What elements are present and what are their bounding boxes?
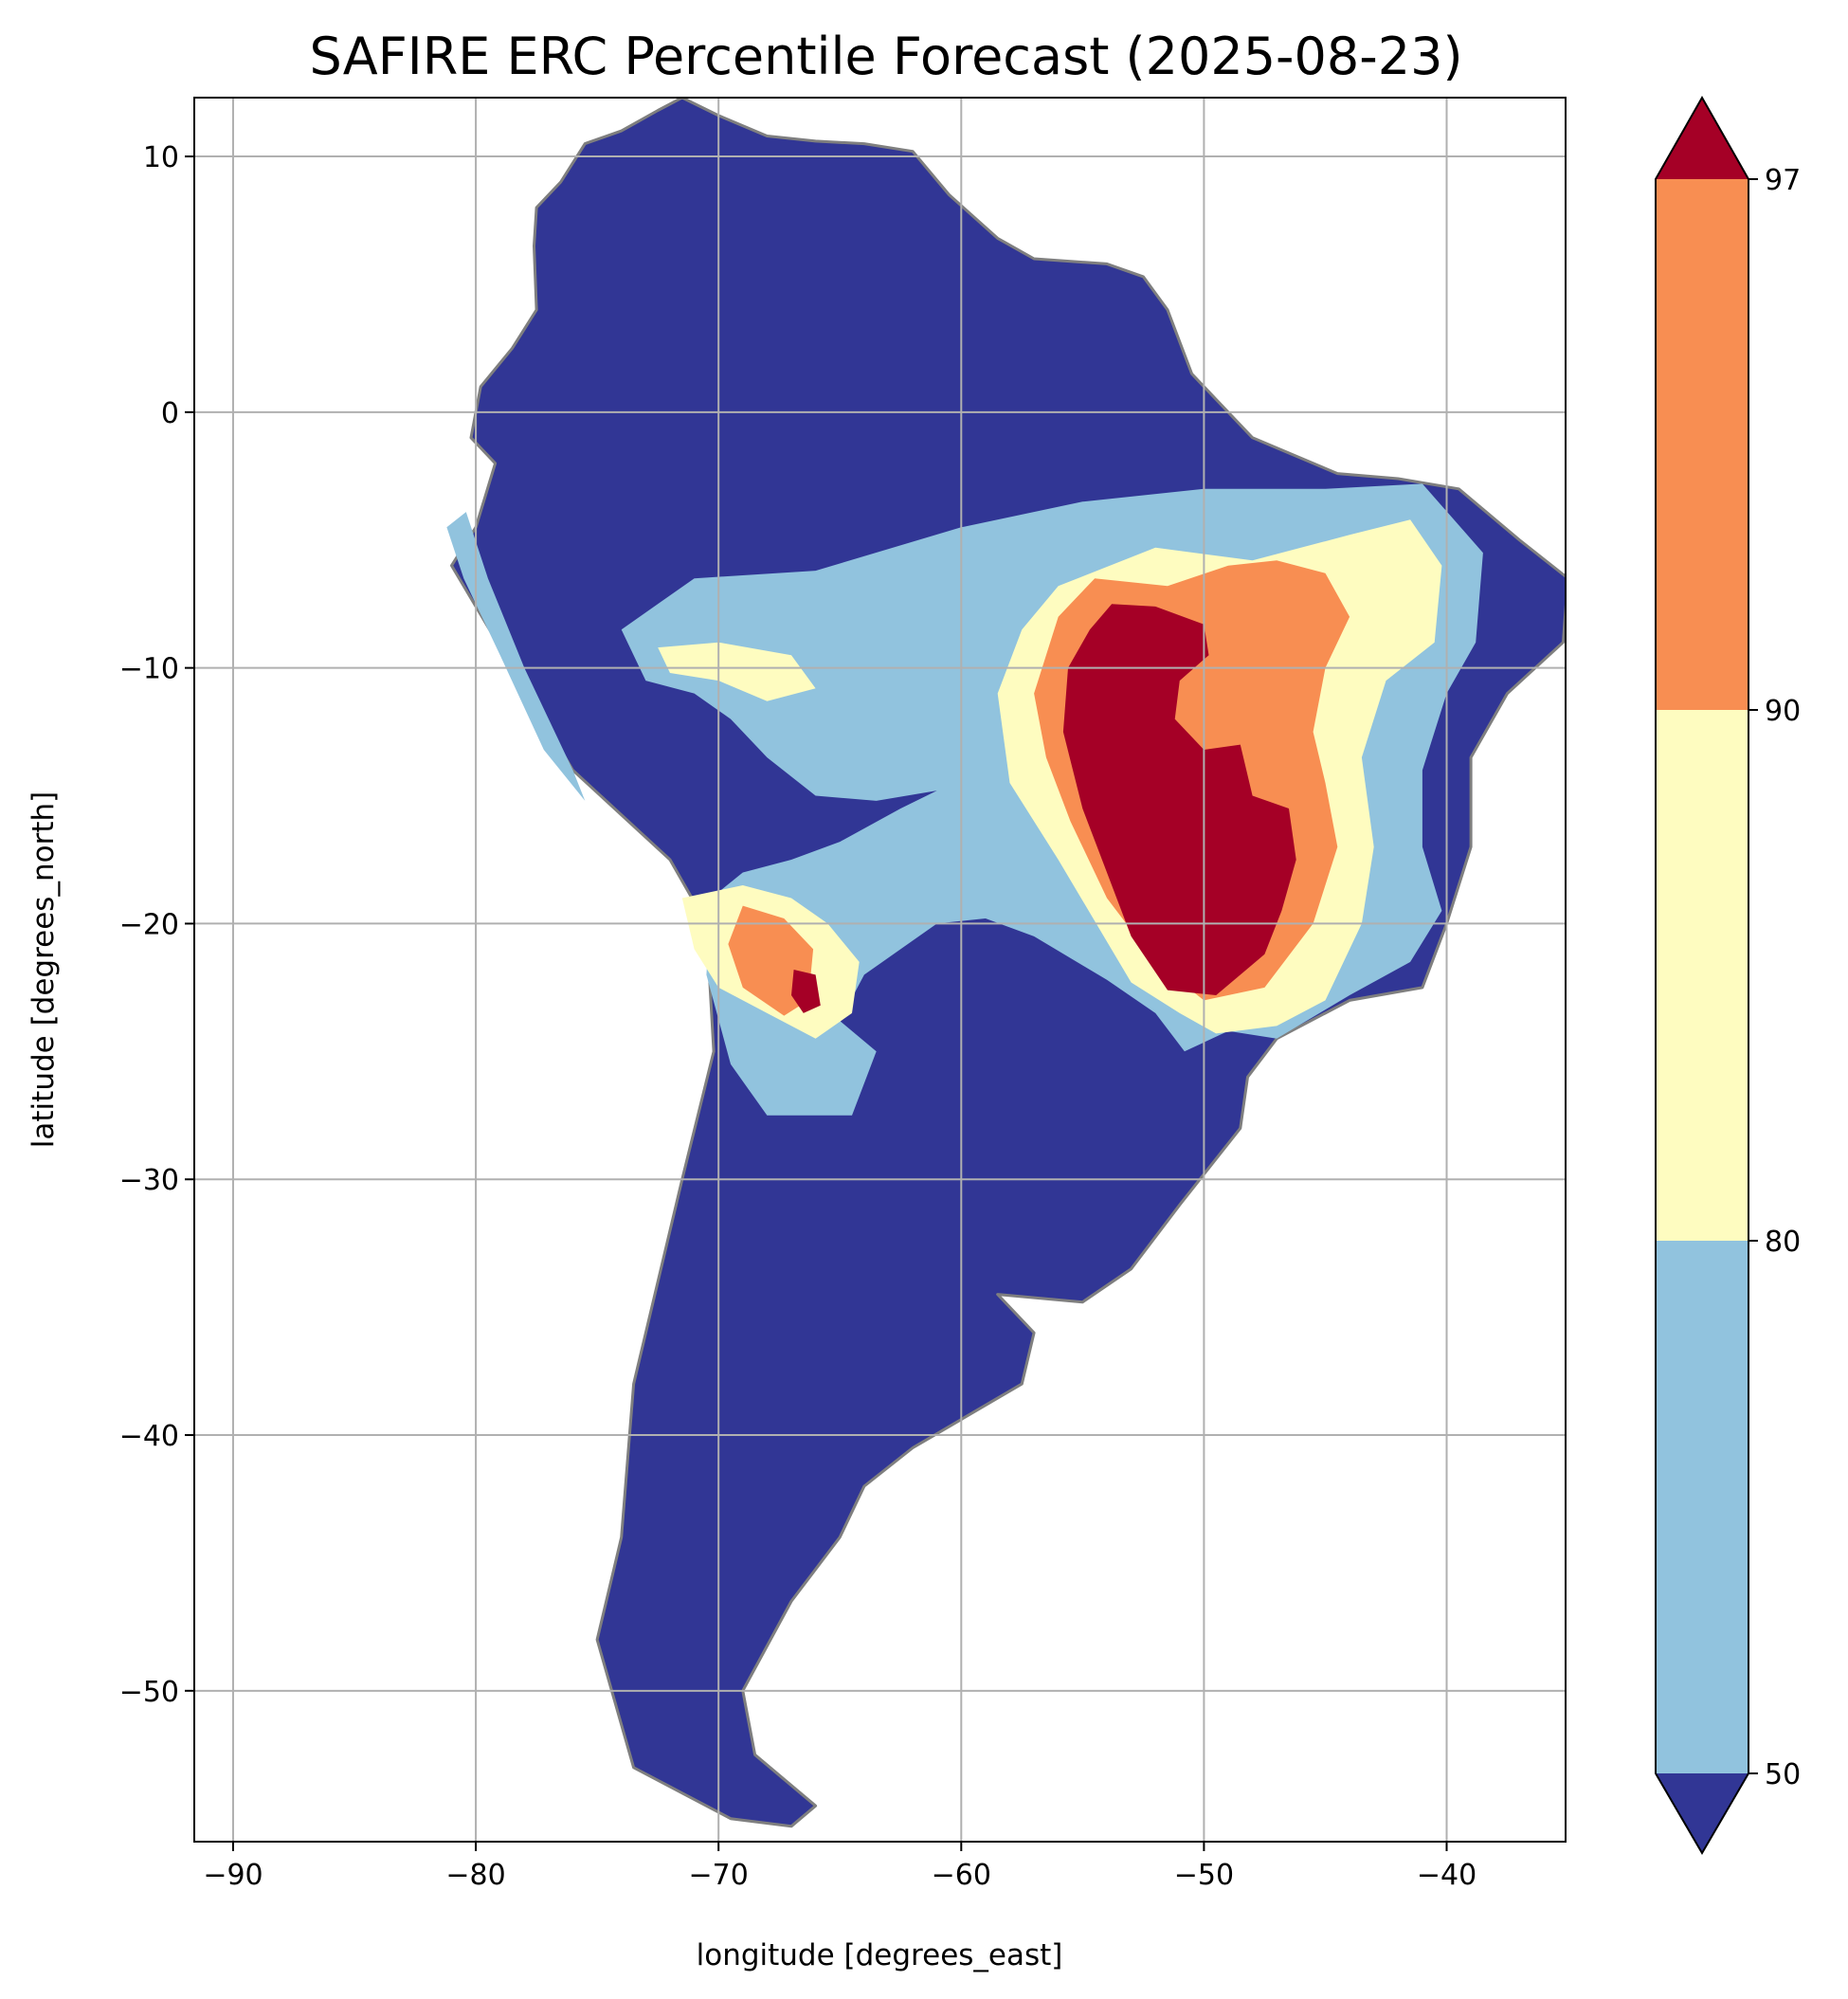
colorbar-tick-label: 80 (1765, 1226, 1801, 1259)
y-tick-label: −30 (119, 1164, 179, 1197)
plot-frame (193, 97, 1567, 1843)
colorbar-ticks: 50 80 90 97 (1748, 164, 1801, 1791)
plot-title: SAFIRE ERC Percentile Forecast (2025-08-… (309, 27, 1462, 86)
region-50-80-2 (446, 512, 586, 801)
x-tick-label: −60 (932, 1859, 991, 1892)
x-axis-title: longitude [degrees_east] (697, 1938, 1063, 1972)
y-tick-label: −50 (119, 1676, 179, 1709)
x-tick-label: −40 (1417, 1859, 1477, 1892)
region-90-97-7 (728, 905, 814, 1016)
colorbar-extend-low (1656, 1773, 1748, 1853)
x-axis-ticks: −90 −80 −70 −60 −50 −40 (203, 1842, 1477, 1892)
y-axis-ticks: 10 0 −10 −20 −30 −40 −50 (119, 141, 194, 1709)
colorbar-tick-label: 50 (1765, 1758, 1801, 1791)
colorbar-band-80-90 (1656, 710, 1748, 1241)
map-plot-area: −90 −80 −70 −60 −50 −40 10 0 −10 −20 −30 −40 −50 (119, 97, 1567, 1892)
colorbar: 50 80 90 97 (1655, 95, 1801, 1855)
region-gt97-9 (791, 970, 821, 1013)
y-axis-title: latitude [degrees_north] (27, 791, 61, 1148)
colorbar-band-90-97 (1656, 179, 1748, 710)
gridlines (194, 98, 1566, 1842)
x-tick-label: −80 (445, 1859, 505, 1892)
y-tick-label: −20 (119, 908, 179, 941)
x-tick-label: −50 (1174, 1859, 1234, 1892)
region-80-90-5 (658, 642, 816, 701)
colorbar-band-50-80 (1656, 1241, 1748, 1773)
y-tick-label: 0 (161, 397, 179, 430)
colorbar-tick-label: 97 (1765, 164, 1801, 197)
x-tick-label: −70 (689, 1859, 749, 1892)
y-tick-label: −10 (119, 653, 179, 686)
x-tick-label: −90 (203, 1859, 263, 1892)
colorbar-tick-label: 90 (1765, 695, 1801, 728)
y-tick-label: 10 (143, 141, 179, 174)
y-tick-label: −40 (119, 1420, 179, 1453)
colorbar-extend-high (1656, 98, 1748, 179)
forecast-regions (446, 98, 1566, 1828)
region-gt97-8 (1062, 604, 1296, 995)
